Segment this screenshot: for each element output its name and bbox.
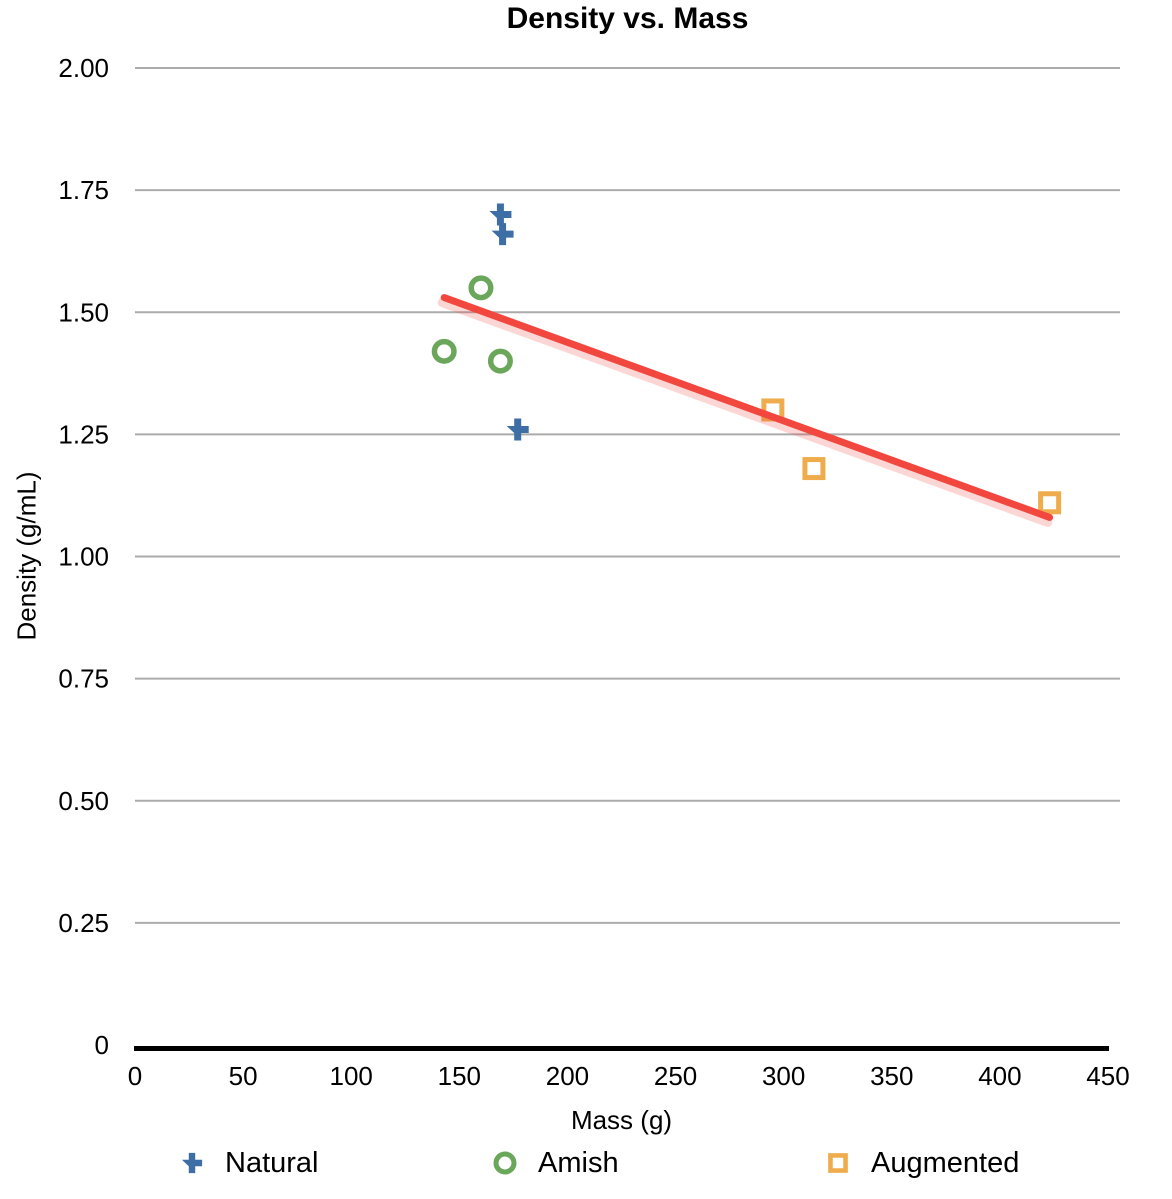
x-tick-label: 150 <box>438 1061 481 1091</box>
x-axis-title: Mass (g) <box>570 1105 673 1135</box>
y-tick-label: 0.75 <box>58 664 109 694</box>
trendline-shadow <box>437 298 1053 527</box>
legend-label: Natural <box>225 1147 319 1179</box>
plus-marker-icon <box>181 1152 203 1174</box>
x-tick-label: 450 <box>1086 1061 1129 1091</box>
y-axis-title: Density (g/mL) <box>11 471 42 641</box>
x-tick-label: 400 <box>978 1061 1021 1091</box>
y-tick-label: 0.50 <box>58 786 109 816</box>
x-tick-label: 350 <box>870 1061 913 1091</box>
square-marker-icon <box>828 1153 848 1173</box>
x-tick-label: 0 <box>128 1061 142 1091</box>
y-tick-label: 1.00 <box>58 542 109 572</box>
legend-item-natural: Natural <box>179 1144 319 1182</box>
plus-marker <box>489 203 512 226</box>
y-tick-label: 1.25 <box>58 419 109 449</box>
legend-item-amish: Amish <box>492 1144 619 1182</box>
x-tick-label: 200 <box>546 1061 589 1091</box>
y-tick-label: 2.00 <box>58 53 109 83</box>
legend-label: Amish <box>538 1147 619 1179</box>
y-tick-label: 1.50 <box>58 297 109 327</box>
square-marker <box>802 457 826 481</box>
circle-marker <box>468 275 494 301</box>
legend: Natural Amish Augmented <box>0 1144 1172 1182</box>
legend-item-augmented: Augmented <box>825 1144 1019 1182</box>
y-tick-label: 1.75 <box>58 175 109 205</box>
circle-marker <box>487 348 513 374</box>
chart-title: Density vs. Mass <box>506 2 749 35</box>
circle-marker-icon <box>493 1151 517 1175</box>
y-tick-label: 0.25 <box>58 908 109 938</box>
plus-marker <box>506 418 529 441</box>
x-tick-label: 50 <box>229 1061 258 1091</box>
square-marker <box>1038 491 1062 515</box>
y-tick-label: 0 <box>95 1030 109 1060</box>
legend-label: Augmented <box>871 1147 1020 1179</box>
x-tick-label: 100 <box>330 1061 373 1091</box>
circle-marker <box>431 338 457 364</box>
trendline <box>440 294 1054 521</box>
plus-marker <box>491 223 514 246</box>
x-tick-label: 250 <box>654 1061 697 1091</box>
x-tick-label: 300 <box>762 1061 805 1091</box>
